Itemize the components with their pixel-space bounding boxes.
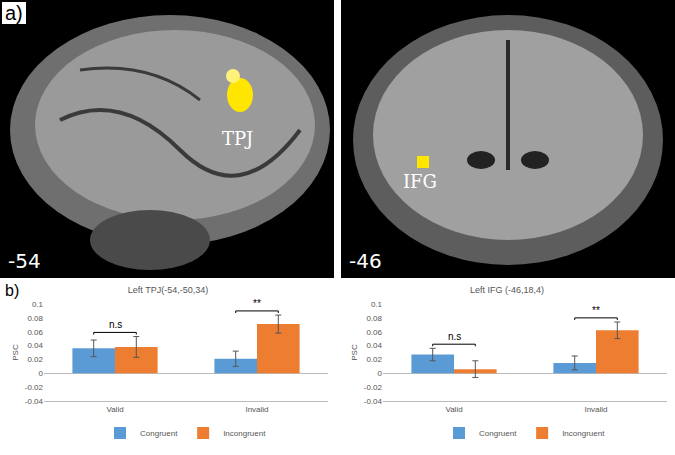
svg-text:-46: -46	[349, 249, 382, 273]
svg-text:Valid: Valid	[445, 405, 462, 414]
svg-text:Congruent: Congruent	[479, 429, 517, 438]
html-text:a): a)	[5, 2, 23, 24]
svg-text:Left IFG (-46,18,4): Left IFG (-46,18,4)	[470, 285, 544, 295]
svg-text:0.08: 0.08	[366, 314, 382, 323]
svg-text:-0.04: -0.04	[25, 397, 44, 406]
svg-text:Invalid: Invalid	[584, 405, 607, 414]
svg-text:0.04: 0.04	[366, 341, 382, 350]
svg-text:Invalid: Invalid	[245, 405, 268, 414]
svg-text:Incongruent: Incongruent	[562, 429, 605, 438]
svg-text:IFG: IFG	[403, 171, 437, 192]
svg-text:0.02: 0.02	[366, 355, 382, 364]
svg-text:PSC: PSC	[350, 344, 359, 361]
svg-text:0: 0	[39, 369, 44, 378]
svg-text:0.08: 0.08	[27, 314, 43, 323]
svg-text:-0.02: -0.02	[25, 383, 44, 392]
svg-text:0.06: 0.06	[27, 328, 43, 337]
svg-text:Incongruent: Incongruent	[223, 429, 266, 438]
svg-text:**: **	[253, 298, 261, 309]
svg-text:0.02: 0.02	[27, 355, 43, 364]
svg-text:0.06: 0.06	[366, 328, 382, 337]
svg-text:TPJ: TPJ	[222, 128, 253, 149]
svg-text:-0.02: -0.02	[364, 383, 383, 392]
svg-text:0.1: 0.1	[32, 300, 44, 309]
svg-text:0: 0	[378, 369, 383, 378]
svg-text:**: **	[592, 305, 600, 316]
svg-text:0.04: 0.04	[27, 341, 43, 350]
svg-text:PSC: PSC	[11, 344, 20, 361]
svg-text:n.s: n.s	[448, 331, 461, 342]
html-text:b): b)	[5, 282, 20, 299]
svg-text:0.1: 0.1	[371, 300, 383, 309]
svg-text:Valid: Valid	[106, 405, 123, 414]
svg-text:-54: -54	[8, 249, 41, 273]
svg-text:n.s: n.s	[109, 319, 122, 330]
svg-text:Congruent: Congruent	[140, 429, 178, 438]
svg-text:Left TPJ(-54,-50,34): Left TPJ(-54,-50,34)	[128, 285, 208, 295]
svg-text:-0.04: -0.04	[364, 397, 383, 406]
